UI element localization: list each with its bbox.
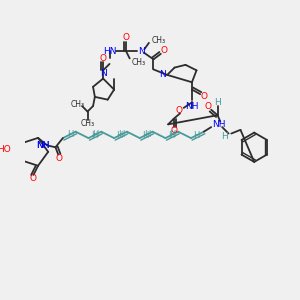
Text: H: H <box>193 131 200 140</box>
Text: HO: HO <box>0 145 11 154</box>
Text: N: N <box>159 70 166 80</box>
Text: N: N <box>138 46 145 56</box>
Text: H: H <box>169 130 176 139</box>
Text: H: H <box>118 130 124 139</box>
Text: O: O <box>100 54 106 63</box>
Text: NH: NH <box>185 101 199 110</box>
Text: NH: NH <box>36 141 50 150</box>
Text: H: H <box>116 131 123 140</box>
Text: H: H <box>91 131 97 140</box>
Text: O: O <box>160 46 167 55</box>
Text: H: H <box>168 131 174 140</box>
Text: N: N <box>100 69 106 78</box>
Text: H: H <box>142 131 148 140</box>
Text: O: O <box>122 33 130 42</box>
Text: O: O <box>56 154 63 163</box>
Text: CH₃: CH₃ <box>152 36 166 45</box>
Text: O: O <box>30 174 37 183</box>
Text: O: O <box>170 126 177 135</box>
Text: O: O <box>204 103 211 112</box>
Text: O: O <box>176 106 183 115</box>
Text: CH₃: CH₃ <box>80 119 94 128</box>
Text: CH₃: CH₃ <box>131 58 146 67</box>
Text: HN: HN <box>103 46 116 56</box>
Text: H: H <box>221 132 228 141</box>
Text: H: H <box>144 130 150 139</box>
Text: NH: NH <box>36 141 50 150</box>
Text: H: H <box>67 130 73 139</box>
Text: O: O <box>200 92 207 101</box>
Text: H: H <box>93 130 99 139</box>
Text: CH₃: CH₃ <box>70 100 85 109</box>
Text: H: H <box>214 98 221 107</box>
Text: NH: NH <box>212 120 225 129</box>
